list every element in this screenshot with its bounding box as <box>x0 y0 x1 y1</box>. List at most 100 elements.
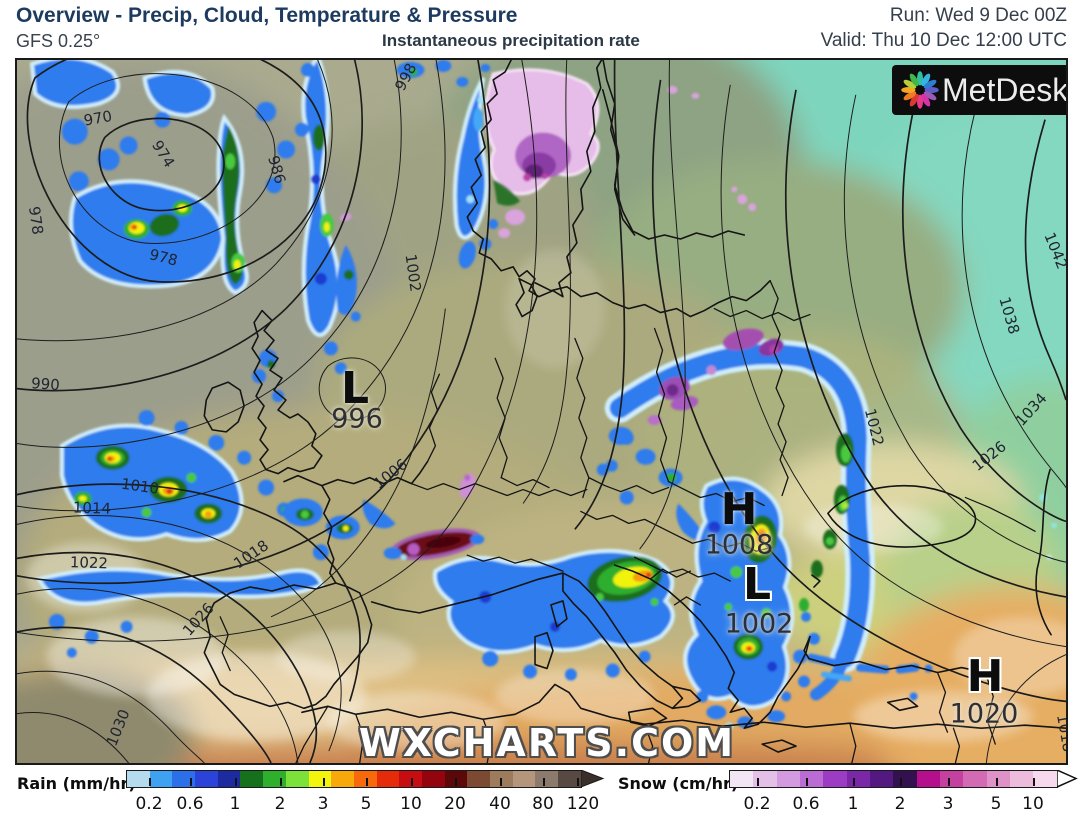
valid-time-label: Valid: Thu 10 Dec 12:00 UTC <box>820 30 1067 51</box>
snow-colorbar-segment <box>823 771 847 787</box>
snow-colorbar-segment <box>800 771 824 787</box>
rain-colorbar-tick-label: 3 <box>317 794 329 814</box>
snow-colorbar-tick <box>900 778 902 786</box>
pressure-center-letter: H <box>720 484 758 535</box>
snow-colorbar-tick-label: 5 <box>990 794 1002 814</box>
rain-colorbar-tick-label: 5 <box>360 794 372 814</box>
rain-colorbar-segment <box>195 771 218 787</box>
rain-colorbar-tick <box>149 778 151 786</box>
coastline-border-layer <box>203 60 1066 763</box>
snow-colorbar-segment <box>963 771 987 787</box>
snow-colorbar-tick <box>1033 778 1035 786</box>
snow-colorbar-segment <box>730 771 754 787</box>
rain-colorbar-segment <box>535 771 559 787</box>
isobar-layer <box>17 60 1066 763</box>
rain-colorbar-tick <box>366 778 368 786</box>
snow-colorbar-segment <box>916 771 941 787</box>
isobar-label: 990 <box>31 374 61 394</box>
snow-colorbar-segment <box>776 771 801 787</box>
rain-colorbar-tick-label: 20 <box>444 794 466 814</box>
rain-colorbar-segment <box>263 771 286 787</box>
pressure-center-letter: L <box>340 363 370 414</box>
rain-colorbar-segment <box>467 771 490 787</box>
snow-colorbar-tick-label: 0.2 <box>743 794 771 814</box>
pressure-center-value: 1008 <box>704 529 774 561</box>
snow-colorbar-tick <box>948 778 950 786</box>
snow-colorbar-segment <box>940 771 964 787</box>
snow-colorbar-tick-label: 10 <box>1022 794 1044 814</box>
snow-colorbar <box>729 770 1058 788</box>
isobar-label: 1002 <box>402 253 425 293</box>
pressure-center-letter: L <box>742 559 772 610</box>
rain-colorbar-tick <box>411 778 413 786</box>
rain-colorbar-tick-label: 0.2 <box>135 794 163 814</box>
snow-colorbar-segment <box>986 771 1011 787</box>
rain-colorbar-segment <box>149 771 173 787</box>
rain-colorbar-segment <box>421 771 445 787</box>
rain-colorbar-tick-label: 2 <box>274 794 286 814</box>
snow-colorbar-segment <box>1033 771 1057 787</box>
rain-colorbar-tick-label: 1 <box>229 794 241 814</box>
rain-colorbar-tick <box>190 778 192 786</box>
snow-colorbar-tick-label: 0.6 <box>792 794 820 814</box>
legend: Rain (mm/hr) Snow (cm/hr) 0.2 0.6 1 2 3 5 10 20… <box>0 765 1083 819</box>
snow-colorbar-tick <box>853 778 855 786</box>
rain-colorbar-segment <box>331 771 354 787</box>
rain-colorbar-tick-label: 10 <box>400 794 422 814</box>
weather-map: 970 974 978 978 986 990 998 1002 1006 1010 1014 101… <box>15 58 1068 765</box>
rain-colorbar-segment <box>399 771 422 787</box>
snow-colorbar-segment <box>1010 771 1034 787</box>
rain-colorbar-tick-label: 80 <box>532 794 554 814</box>
rain-colorbar-segment <box>285 771 309 787</box>
rain-colorbar-tick-label: 0.6 <box>176 794 204 814</box>
page-title: Overview - Precip, Cloud, Temperature & … <box>16 4 518 27</box>
rain-colorbar-segment <box>217 771 241 787</box>
isobar-label: 1010 <box>120 475 160 498</box>
rain-colorbar-tick <box>235 778 237 786</box>
isobar-label: 1022 <box>70 553 109 572</box>
run-time-label: Run: Wed 9 Dec 00Z <box>889 5 1067 26</box>
snow-colorbar-tick-label: 3 <box>942 794 954 814</box>
rain-colorbar-segment <box>172 771 196 787</box>
snow-colorbar-segment <box>846 771 871 787</box>
metdesk-starburst-icon <box>901 71 939 109</box>
metdesk-logo: MetDesk <box>892 65 1068 115</box>
parameter-subtitle: Instantaneous precipitation rate <box>382 31 640 50</box>
snow-colorbar-tick <box>996 778 998 786</box>
rain-colorbar <box>126 770 582 788</box>
isobar-label: 970 <box>82 107 113 130</box>
rain-colorbar-tick <box>500 778 502 786</box>
rain-colorbar-tick-label: 40 <box>489 794 511 814</box>
isobar-label: 978 <box>25 205 47 236</box>
snow-colorbar-tick-label: 1 <box>847 794 859 814</box>
snow-legend-label: Snow (cm/hr) <box>618 774 739 793</box>
snow-colorbar-tick <box>806 778 808 786</box>
rain-colorbar-segment <box>308 771 332 787</box>
rain-colorbar-tick <box>577 778 579 786</box>
rain-colorbar-segment <box>376 771 400 787</box>
rain-colorbar-segment <box>127 771 150 787</box>
rain-colorbar-tick <box>543 778 545 786</box>
snow-colorbar-arrow <box>1057 770 1078 788</box>
rain-colorbar-tick <box>323 778 325 786</box>
snow-colorbar-segment <box>893 771 917 787</box>
rain-colorbar-arrow <box>581 770 605 788</box>
metdesk-logo-text: MetDesk <box>942 71 1068 108</box>
rain-legend-label: Rain (mm/hr) <box>17 774 136 793</box>
rain-colorbar-segment <box>512 771 536 787</box>
pressure-center-value: 1002 <box>724 608 794 640</box>
watermark: WXCHARTS.COM <box>358 721 736 765</box>
rain-colorbar-segment <box>240 771 264 787</box>
pressure-center-letter: H <box>966 651 1004 702</box>
cloud-layer <box>26 248 1066 752</box>
snow-colorbar-segment <box>870 771 894 787</box>
snow-colorbar-tick <box>757 778 759 786</box>
pressure-center-value: 996 <box>331 403 383 435</box>
isobar-label: 1014 <box>73 498 112 517</box>
pressure-centers-layer: L 996 H 1008 L 1002 H 1020 <box>17 60 1066 763</box>
pressure-center-value: 1020 <box>949 698 1019 730</box>
rain-colorbar-tick <box>455 778 457 786</box>
rain-colorbar-tick-label: 120 <box>566 794 600 814</box>
rain-colorbar-segment <box>558 771 581 787</box>
